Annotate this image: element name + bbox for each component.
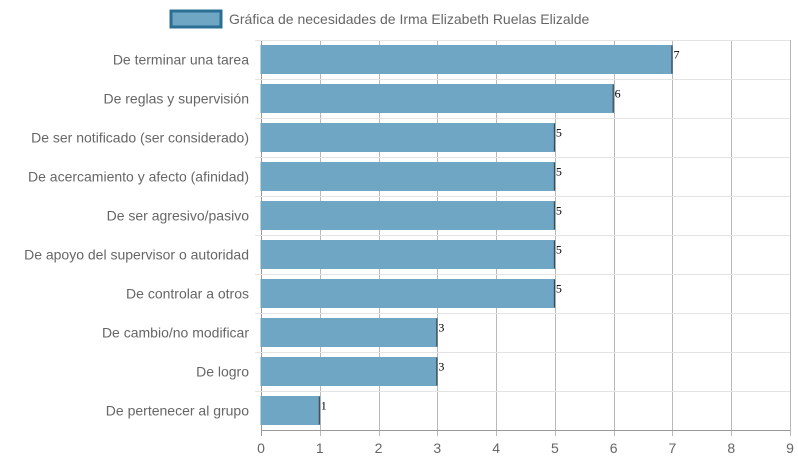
- category-label: De cambio/no modificar: [102, 325, 249, 341]
- data-label: 3: [438, 360, 444, 374]
- data-label: 5: [556, 204, 562, 218]
- data-label: 6: [615, 87, 621, 101]
- bar: [260, 240, 556, 269]
- x-tick-label: 2: [375, 440, 383, 456]
- category-label: De reglas y supervisión: [103, 91, 249, 107]
- x-tick-label: 4: [492, 440, 500, 456]
- x-tick-label: 0: [257, 440, 265, 456]
- data-label: 7: [673, 48, 679, 62]
- category-label: De apoyo del supervisor o autoridad: [24, 247, 249, 263]
- bar: [260, 123, 556, 152]
- data-label: 1: [321, 399, 327, 413]
- x-tick-label: 6: [610, 440, 618, 456]
- x-tick-label: 7: [669, 440, 677, 456]
- category-label: De ser agresivo/pasivo: [107, 208, 250, 224]
- bars: 7 6 5 5 5 5 5 3 3 1: [260, 45, 679, 425]
- data-label: 5: [556, 282, 562, 296]
- x-tick-label: 1: [316, 440, 324, 456]
- bar: [260, 45, 673, 74]
- bar: [260, 357, 438, 386]
- x-tick-label: 9: [786, 440, 794, 456]
- x-tick-label: 5: [551, 440, 559, 456]
- category-label: De terminar una tarea: [113, 52, 249, 68]
- data-label: 3: [438, 321, 444, 335]
- x-tick-label: 8: [727, 440, 735, 456]
- category-label: De logro: [196, 364, 249, 380]
- bar: [260, 318, 438, 347]
- bar: [260, 162, 556, 191]
- data-label: 5: [556, 243, 562, 257]
- category-label: De controlar a otros: [126, 286, 249, 302]
- bar: [260, 279, 556, 308]
- legend-label: Gráfica de necesidades de Irma Elizabeth…: [229, 11, 590, 27]
- legend[interactable]: Gráfica de necesidades de Irma Elizabeth…: [169, 9, 590, 29]
- axes: 0 1 2 3 4 5 6 7 8 9 De terminar una tarea De reglas…: [24, 52, 794, 457]
- category-label: De acercamiento y afecto (afinidad): [28, 169, 249, 185]
- bar: [260, 201, 556, 230]
- data-label: 5: [556, 165, 562, 179]
- category-label: De ser notificado (ser considerado): [31, 130, 249, 146]
- bar: [260, 396, 321, 425]
- data-label: 5: [556, 126, 562, 140]
- legend-swatch[interactable]: [169, 9, 223, 29]
- bar: [260, 84, 615, 113]
- x-tick-label: 3: [433, 440, 441, 456]
- category-label: De pertenecer al grupo: [106, 403, 249, 419]
